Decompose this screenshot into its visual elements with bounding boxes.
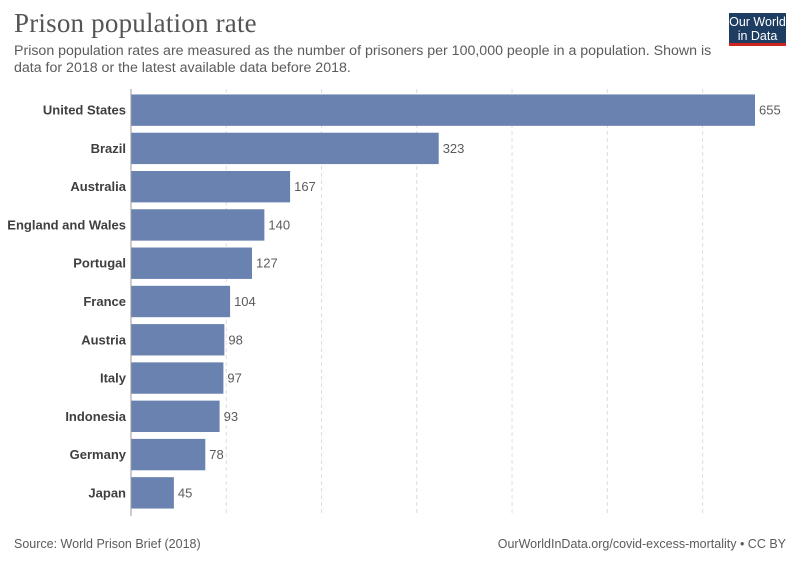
bar[interactable] <box>131 285 231 318</box>
logo-line-1: Our World <box>729 15 786 29</box>
value-label: 45 <box>178 485 192 500</box>
category-label: Austria <box>81 332 127 347</box>
chart-subtitle: Prison population rates are measured as … <box>14 43 712 76</box>
credit-link[interactable]: OurWorldInData.org/covid-excess-mortalit… <box>497 537 786 551</box>
value-label: 78 <box>209 447 223 462</box>
bar[interactable] <box>131 132 439 165</box>
category-label: Portugal <box>73 256 126 271</box>
value-label: 93 <box>224 409 238 424</box>
value-label: 127 <box>256 256 278 271</box>
category-label: Japan <box>88 485 126 500</box>
value-label: 140 <box>268 217 290 232</box>
category-label: Brazil <box>91 141 126 156</box>
source-note[interactable]: Source: World Prison Brief (2018) <box>14 537 201 551</box>
value-label: 167 <box>294 179 316 194</box>
bar[interactable] <box>131 324 225 356</box>
category-label: Australia <box>70 179 126 194</box>
bar[interactable] <box>131 400 220 433</box>
bar[interactable] <box>131 477 174 509</box>
bar[interactable] <box>131 94 755 126</box>
category-label: Indonesia <box>65 409 126 424</box>
bar[interactable] <box>131 209 265 241</box>
bar[interactable] <box>131 247 252 279</box>
chart-title: Prison population rate <box>14 8 257 38</box>
value-label: 104 <box>234 294 256 309</box>
category-label: England and Wales <box>7 217 126 232</box>
bar[interactable] <box>131 362 224 394</box>
logo-line-2: in Data <box>737 29 778 43</box>
owid-logo[interactable]: Our World in Data <box>729 13 786 46</box>
bar[interactable] <box>131 170 291 203</box>
value-label: 655 <box>759 103 781 118</box>
category-label: France <box>83 294 126 309</box>
logo-accent-bar <box>729 43 786 46</box>
category-label: United States <box>43 103 126 118</box>
bar[interactable] <box>131 438 206 471</box>
category-label: Italy <box>100 371 127 386</box>
value-label: 323 <box>443 141 465 156</box>
value-label: 98 <box>228 332 242 347</box>
category-label: Germany <box>70 447 127 462</box>
value-label: 97 <box>227 371 241 386</box>
